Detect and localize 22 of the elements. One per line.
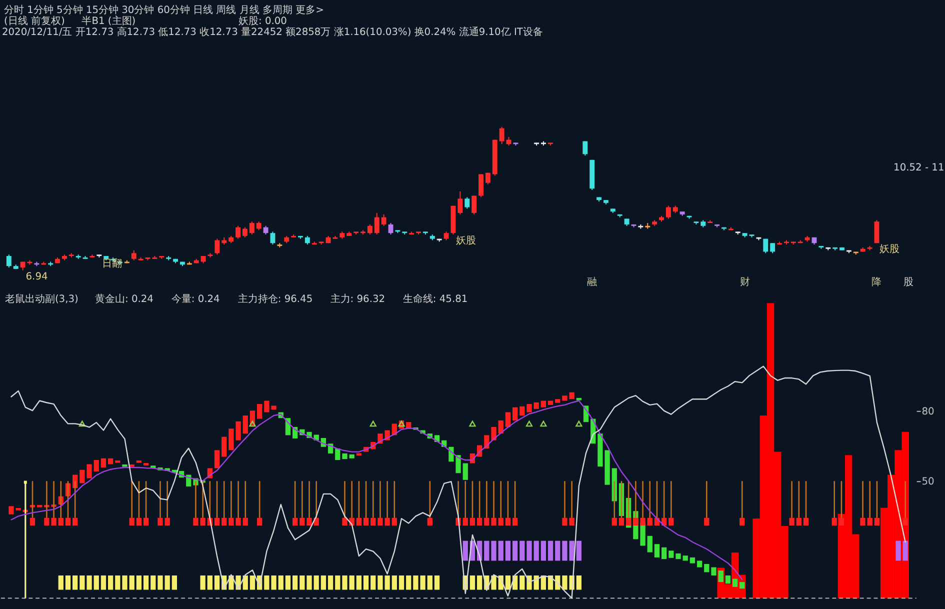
text: 半B1 (主图) xyxy=(82,14,136,27)
text: 6.94 xyxy=(26,271,48,282)
y-tick-label: 80 xyxy=(922,406,934,418)
annotation: 黄金山: 0.24 xyxy=(94,293,154,306)
x-tick-label: 融 xyxy=(587,276,598,288)
chart-title: 老鼠出动副(3,3) xyxy=(4,293,78,306)
annotation: 今量: 0.24 xyxy=(171,293,220,306)
text: 日翻 xyxy=(102,258,122,270)
annotation: 主力持仓: 96.45 xyxy=(238,293,313,306)
x-tick-label: 降 xyxy=(872,276,882,288)
text: 10.52 - 11 xyxy=(894,162,944,174)
annotation: 主力: 96.32 xyxy=(330,293,386,306)
text: (日线 前复权) xyxy=(4,14,65,27)
text: 分时 1分钟 5分钟 15分钟 30分钟 60分钟 日线 周线 月线 多周期 更多> xyxy=(4,4,324,16)
text: 妖股 xyxy=(456,235,476,246)
text: 妖股 xyxy=(880,244,900,256)
x-tick-label: 财 xyxy=(740,276,750,288)
annotation: 生命线: 45.81 xyxy=(402,293,468,306)
y-tick-label: 50 xyxy=(922,476,934,488)
text: 妖股: 0.00 xyxy=(238,16,287,27)
text: 2020/12/11/五 开12.73 高12.73 低12.73 收12.73 量22452 额2858万 涨1.16(10.03%) 换0.24% 流通9.10亿 IT设备 xyxy=(2,26,543,38)
text: 股 xyxy=(903,277,914,288)
